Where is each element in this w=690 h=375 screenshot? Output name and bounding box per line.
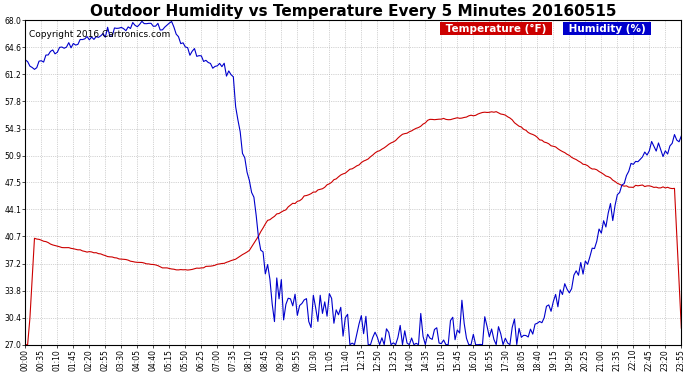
- Text: Humidity (%): Humidity (%): [564, 24, 649, 34]
- Title: Outdoor Humidity vs Temperature Every 5 Minutes 20160515: Outdoor Humidity vs Temperature Every 5 …: [90, 4, 617, 19]
- Text: Copyright 2016 Cartronics.com: Copyright 2016 Cartronics.com: [28, 30, 170, 39]
- Text: Temperature (°F): Temperature (°F): [442, 24, 550, 34]
